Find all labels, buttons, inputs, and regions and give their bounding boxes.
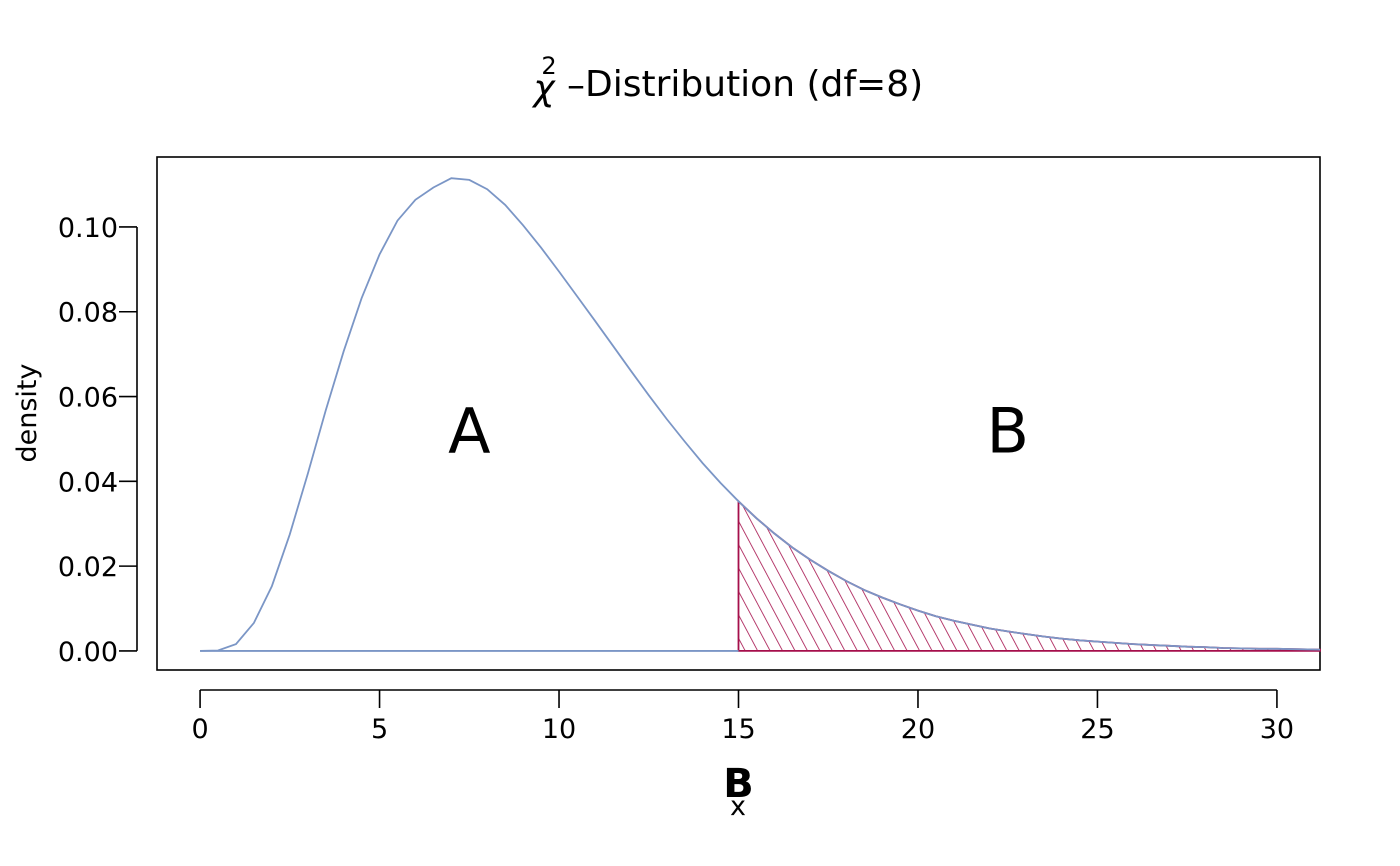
y-tick-label: 0.06	[58, 383, 118, 414]
y-tick-label: 0.04	[58, 467, 118, 498]
x-tick-label: 10	[542, 714, 576, 745]
shaded-tail-region	[737, 499, 1321, 652]
x-axis-label: x	[730, 791, 746, 822]
x-axis: 0 5 10 15 20 25 30	[191, 689, 1294, 745]
chart-title: χ 2 – Distribution (df=8)	[531, 52, 923, 109]
title-text: Distribution (df=8)	[585, 64, 923, 105]
title-dash: –	[567, 65, 585, 106]
plot-frame	[156, 156, 1321, 671]
region-a-label: A	[448, 394, 490, 467]
x-tick-label: 30	[1260, 714, 1294, 745]
shaded-tail-area	[737, 499, 1321, 652]
y-tick-label: 0.00	[58, 637, 118, 668]
y-tick-label: 0.02	[58, 552, 118, 583]
y-tick-label: 0.10	[58, 213, 118, 244]
curve-layer	[200, 177, 1321, 652]
y-axis: 0.00 0.02 0.04 0.06 0.08 0.10	[58, 213, 138, 668]
title-chi-symbol: χ	[531, 68, 556, 109]
region-b-label: B	[986, 394, 1029, 467]
y-axis-label: density	[12, 363, 43, 462]
y-tick-label: 0.08	[58, 298, 118, 329]
x-tick-label: 20	[901, 714, 935, 745]
title-superscript: 2	[541, 52, 556, 80]
x-tick-label: 15	[721, 714, 755, 745]
density-curve-line	[200, 177, 1321, 652]
critical-value-marker-label: B	[723, 761, 754, 807]
x-tick-label: 25	[1080, 714, 1114, 745]
x-tick-label: 5	[371, 714, 388, 745]
x-tick-label: 0	[191, 714, 208, 745]
